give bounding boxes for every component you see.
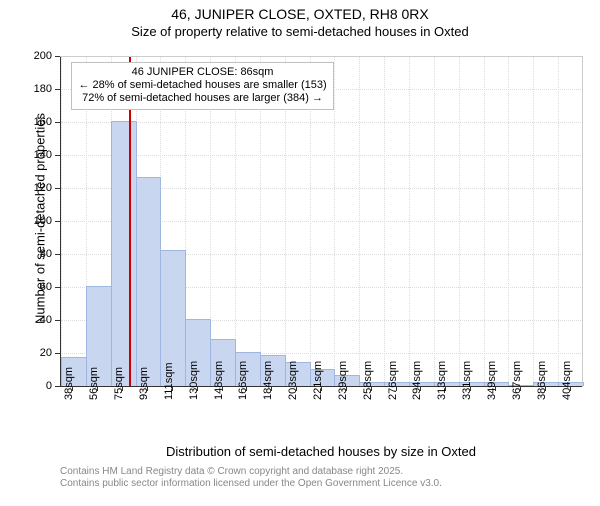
xtick-mark — [321, 386, 322, 391]
gridline-v — [61, 56, 62, 386]
xtick-mark — [172, 386, 173, 391]
gridline-v — [533, 56, 534, 386]
ytick-label: 20 — [22, 347, 52, 359]
ytick-mark — [55, 56, 60, 57]
gridline-v — [508, 56, 509, 386]
gridline-v — [334, 56, 335, 386]
ytick-label: 0 — [22, 380, 52, 392]
gridline-h — [61, 122, 583, 123]
ytick-label: 200 — [22, 50, 52, 62]
xtick-mark — [296, 386, 297, 391]
xtick-mark — [271, 386, 272, 391]
ytick-mark — [55, 221, 60, 222]
gridline-h — [61, 155, 583, 156]
gridline-v — [409, 56, 410, 386]
xtick-mark — [197, 386, 198, 391]
gridline-v — [384, 56, 385, 386]
ytick-mark — [55, 89, 60, 90]
xtick-mark — [545, 386, 546, 391]
ytick-mark — [55, 386, 60, 387]
xtick-mark — [97, 386, 98, 391]
plot-area: 46 JUNIPER CLOSE: 86sqm ← 28% of semi-de… — [60, 56, 583, 387]
annotation-line1: 46 JUNIPER CLOSE: 86sqm — [78, 66, 326, 79]
ytick-mark — [55, 353, 60, 354]
xtick-mark — [222, 386, 223, 391]
xtick-mark — [246, 386, 247, 391]
gridline-v — [359, 56, 360, 386]
ytick-mark — [55, 155, 60, 156]
histogram-bar — [111, 121, 137, 386]
ytick-mark — [55, 254, 60, 255]
x-axis-label: Distribution of semi-detached houses by … — [60, 444, 582, 459]
gridline-h — [61, 56, 583, 57]
xtick-mark — [495, 386, 496, 391]
ytick-mark — [55, 320, 60, 321]
gridline-v — [459, 56, 460, 386]
annotation-box: 46 JUNIPER CLOSE: 86sqm ← 28% of semi-de… — [71, 62, 333, 110]
y-axis-label: Number of semi-detached properties — [33, 89, 48, 349]
ytick-mark — [55, 122, 60, 123]
xtick-mark — [420, 386, 421, 391]
footnote-line1: Contains HM Land Registry data © Crown c… — [60, 466, 442, 478]
xtick-mark — [396, 386, 397, 391]
xtick-mark — [147, 386, 148, 391]
xtick-mark — [371, 386, 372, 391]
xtick-mark — [346, 386, 347, 391]
histogram-bar — [136, 177, 162, 386]
annotation-line2: ← 28% of semi-detached houses are smalle… — [78, 79, 326, 92]
xtick-mark — [122, 386, 123, 391]
xtick-mark — [445, 386, 446, 391]
xtick-mark — [570, 386, 571, 391]
ytick-mark — [55, 188, 60, 189]
xtick-mark — [470, 386, 471, 391]
chart-container: 46 JUNIPER CLOSE: 86sqm ← 28% of semi-de… — [0, 6, 600, 506]
footnote: Contains HM Land Registry data © Crown c… — [60, 466, 442, 490]
gridline-v — [434, 56, 435, 386]
xtick-mark — [520, 386, 521, 391]
gridline-v — [558, 56, 559, 386]
footnote-line2: Contains public sector information licen… — [60, 478, 442, 490]
annotation-line3: 72% of semi-detached houses are larger (… — [78, 92, 326, 105]
gridline-v — [484, 56, 485, 386]
ytick-mark — [55, 287, 60, 288]
xtick-mark — [72, 386, 73, 391]
